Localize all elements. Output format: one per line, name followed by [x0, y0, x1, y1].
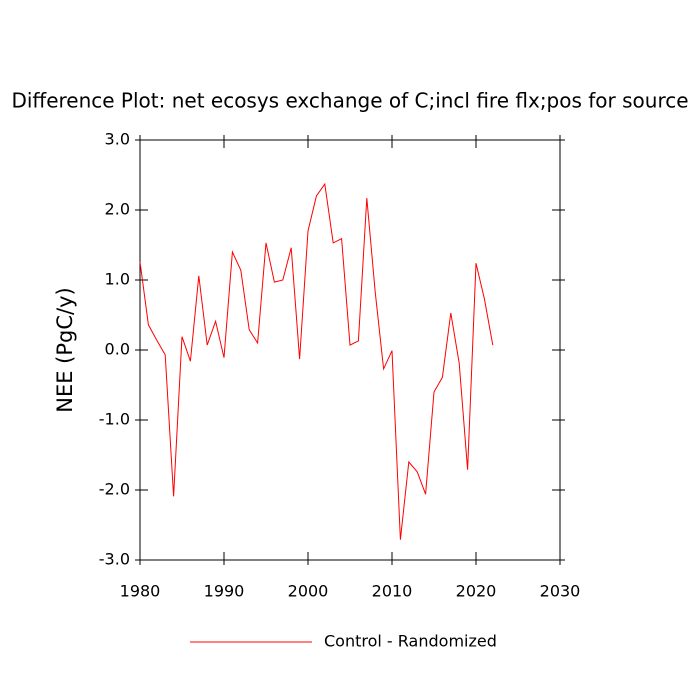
x-tick-label: 2010 — [372, 582, 413, 601]
y-tick-label: -3.0 — [99, 550, 130, 569]
y-axis-label: NEE (PgC/y) — [53, 287, 77, 412]
x-tick-label: 1980 — [120, 582, 161, 601]
data-line — [139, 182, 494, 540]
x-tick-label: 2030 — [540, 582, 581, 601]
legend-label: Control - Randomized — [324, 632, 497, 651]
x-tick-label: 2000 — [288, 582, 329, 601]
y-tick-label: 2.0 — [105, 200, 130, 219]
y-tick-label: 0.0 — [105, 340, 130, 359]
y-tick-label: 3.0 — [105, 130, 130, 149]
y-tick-label: -1.0 — [99, 410, 130, 429]
plot-frame — [139, 139, 561, 561]
y-tick-label: -2.0 — [99, 480, 130, 499]
x-tick-label: 1990 — [204, 582, 245, 601]
chart-title: Difference Plot: net ecosys exchange of … — [11, 89, 688, 113]
x-tick-label: 2020 — [456, 582, 497, 601]
y-tick-label: 1.0 — [105, 270, 130, 289]
